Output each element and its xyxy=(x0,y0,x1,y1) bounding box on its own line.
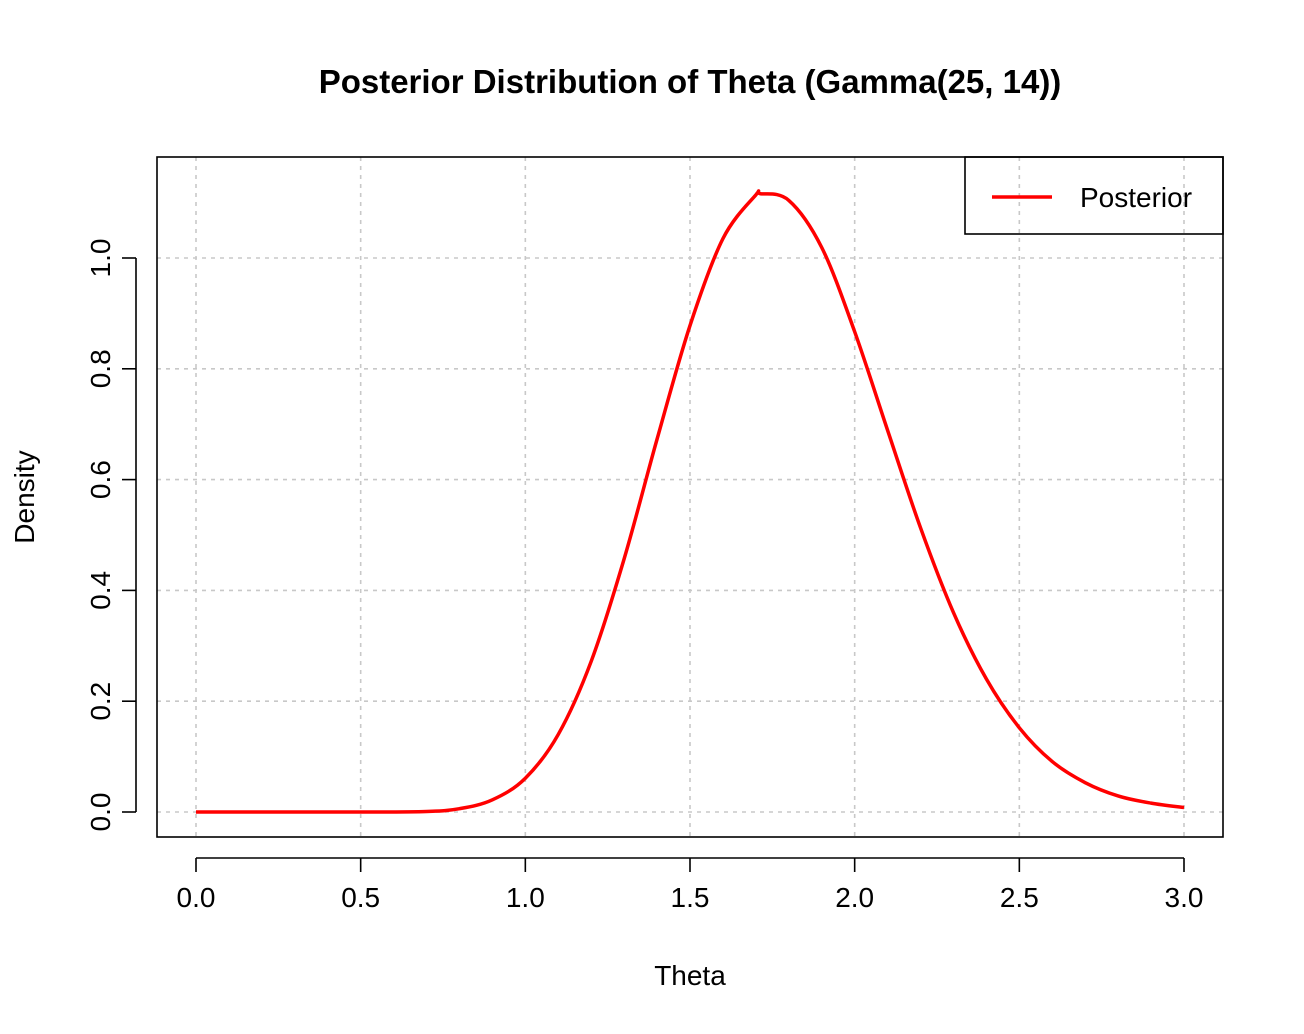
series-line-posterior xyxy=(195,189,1185,814)
legend-box xyxy=(964,156,1224,235)
grid-lines xyxy=(157,157,1223,837)
chart-title: Posterior Distribution of Theta (Gamma(2… xyxy=(319,63,1062,100)
legend: Posterior xyxy=(964,156,1224,235)
y-axis-label: Density xyxy=(9,450,40,543)
y-tick-label: 0.2 xyxy=(85,682,116,721)
x-tick-label: 1.5 xyxy=(671,882,710,913)
y-tick-label: 0.4 xyxy=(85,571,116,610)
y-axis: 0.0 0.2 0.4 0.6 0.8 1.0 xyxy=(85,239,137,832)
y-tick-label: 0.8 xyxy=(85,349,116,388)
x-tick-label: 0.0 xyxy=(177,882,216,913)
series-lines xyxy=(195,189,1185,814)
plot-frame xyxy=(156,156,1224,838)
x-tick-label: 2.5 xyxy=(1000,882,1039,913)
x-axis: 0.0 0.5 1.0 1.5 2.0 2.5 3.0 xyxy=(177,857,1204,913)
y-tick-label: 0.0 xyxy=(85,793,116,832)
x-tick-label: 2.0 xyxy=(835,882,874,913)
x-axis-label: Theta xyxy=(654,960,726,991)
y-tick-label: 0.6 xyxy=(85,460,116,499)
y-tick-label: 1.0 xyxy=(85,239,116,278)
legend-label-posterior: Posterior xyxy=(1080,182,1192,213)
x-tick-label: 3.0 xyxy=(1165,882,1204,913)
x-tick-label: 0.5 xyxy=(341,882,380,913)
x-tick-label: 1.0 xyxy=(506,882,545,913)
